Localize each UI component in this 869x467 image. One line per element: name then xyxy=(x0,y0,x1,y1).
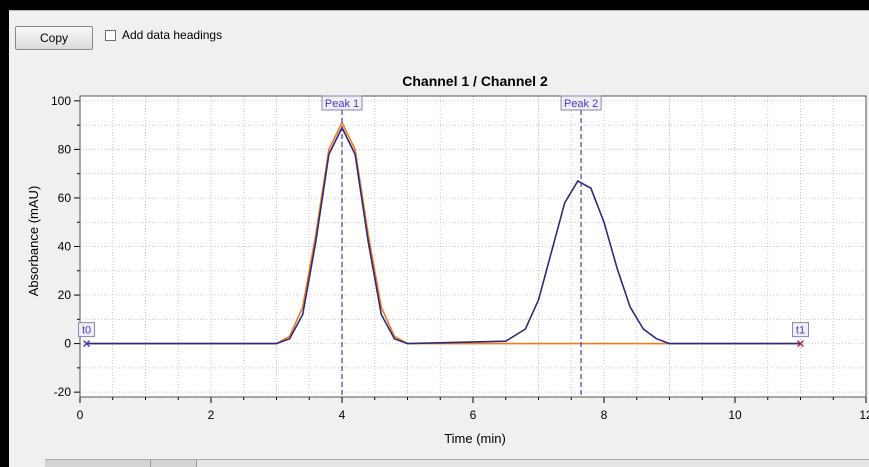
peak-2-label: Peak 2 xyxy=(564,98,598,110)
plot-frame xyxy=(79,95,867,398)
x-tick-label: 10 xyxy=(728,408,742,422)
bottom-tab-strip xyxy=(45,459,869,467)
endpoint-t1-label: t1 xyxy=(796,325,805,337)
bottom-tab-1[interactable] xyxy=(45,460,151,467)
peak-1-label: Peak 1 xyxy=(325,98,359,110)
x-tick-label: 12 xyxy=(859,408,869,422)
x-tick-label: 8 xyxy=(601,408,608,422)
x-tick-label: 6 xyxy=(470,408,477,422)
y-tick-label: 80 xyxy=(58,142,72,156)
add-data-headings-option[interactable]: Add data headings xyxy=(105,28,222,42)
chromatogram-chart[interactable]: Channel 1 / Channel 2 0 2 4 6 8 10 12 -20 0 20 40 6… xyxy=(0,62,869,466)
chart-title: Channel 1 / Channel 2 xyxy=(402,73,548,89)
x-tick-label: 4 xyxy=(339,408,346,422)
endpoint-t0-marker xyxy=(83,340,91,348)
series-2-line xyxy=(86,125,801,345)
bottom-tab-2[interactable] xyxy=(151,460,197,467)
y-tick-label: 40 xyxy=(58,240,72,254)
x-tick-label: 0 xyxy=(77,408,84,422)
copy-button[interactable]: Copy xyxy=(15,26,93,50)
add-data-headings-label: Add data headings xyxy=(122,28,223,42)
window-top-border xyxy=(0,0,869,10)
add-data-headings-checkbox[interactable] xyxy=(105,29,116,41)
window-left-border xyxy=(0,0,9,466)
series-1-line xyxy=(86,120,801,345)
peak-1-label-box xyxy=(321,95,363,111)
endpoint-t0-label: t0 xyxy=(82,325,91,337)
peak-2-label-box xyxy=(560,95,602,111)
endpoint-t1-marker xyxy=(797,340,804,348)
endpoint-t0-label-box xyxy=(78,322,96,338)
y-tick-label: 100 xyxy=(51,94,71,108)
axes: 0 2 4 6 8 10 12 -20 0 20 40 60 80 100 xyxy=(51,94,869,422)
endpoint-t1-label-box xyxy=(792,322,809,338)
x-axis-label: Time (min) xyxy=(444,431,506,446)
y-tick-label: 60 xyxy=(58,191,72,205)
y-axis-label: Absorbance (mAU) xyxy=(26,186,41,297)
y-tick-label: -20 xyxy=(54,385,72,399)
marker-layer: Peak 1 Peak 2 t0 t1 xyxy=(78,95,809,397)
y-tick-label: 20 xyxy=(58,288,72,302)
series-layer xyxy=(86,120,801,345)
y-tick-label: 0 xyxy=(64,337,71,351)
x-tick-label: 2 xyxy=(208,408,215,422)
